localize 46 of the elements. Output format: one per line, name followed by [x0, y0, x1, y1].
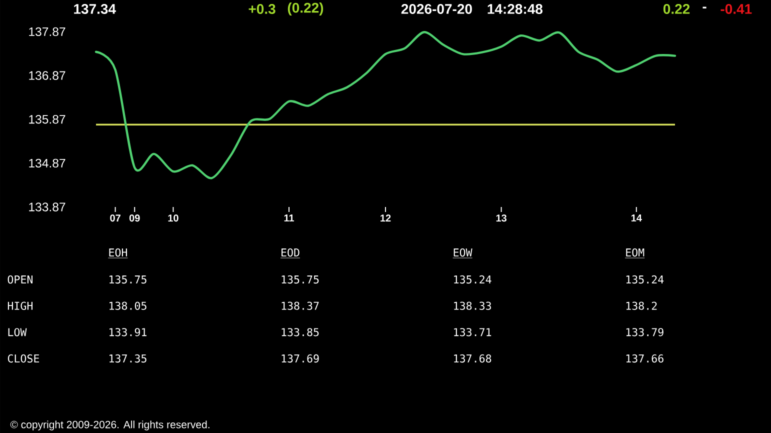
- line-series: [94, 31, 676, 180]
- data-label: 137.66: [626, 354, 664, 363]
- x-tick-label: 11: [284, 214, 294, 222]
- text: -: [702, 6, 706, 8]
- y-tick-label: 137.87: [29, 27, 66, 36]
- data-label: 135.75: [110, 275, 146, 284]
- text: OPEN: [8, 275, 32, 284]
- y-tick-label: 135.87: [29, 114, 66, 124]
- y-tick-label: 133.87: [29, 202, 66, 212]
- text: (0.22): [288, 2, 324, 16]
- text: 0.22: [663, 4, 690, 14]
- y-tick-label: 134.87: [29, 158, 66, 168]
- data-label: 135.24: [454, 275, 492, 284]
- x-tick-label: 12: [380, 214, 391, 222]
- text: 2026-07-20: [401, 4, 472, 14]
- data-label: 137.69: [282, 354, 319, 363]
- x-tick-label: 07: [110, 214, 120, 222]
- data-label: 138.37: [282, 302, 319, 310]
- text: 14:28:48: [488, 4, 542, 14]
- x-tick-label: 14: [631, 214, 642, 222]
- x-tick-label: 10: [168, 214, 178, 222]
- x-tick-label: 13: [496, 214, 507, 222]
- category-label: EOW: [454, 248, 472, 257]
- data-label: 133.79: [626, 328, 664, 336]
- text: +0.3: [248, 4, 276, 14]
- data-label: 135.75: [282, 275, 319, 284]
- category-label: EOH: [109, 248, 127, 257]
- text: -0.41: [720, 4, 752, 14]
- data-label: 138.05: [110, 302, 146, 310]
- data-label: 133.85: [282, 328, 319, 336]
- data-label: 138.2: [626, 302, 657, 310]
- data-label: 138.33: [454, 302, 492, 310]
- data-label: 137.35: [110, 354, 146, 363]
- x-tick-label: 09: [129, 214, 140, 222]
- data-label: 135.24: [626, 275, 664, 284]
- data-label: 133.71: [454, 328, 492, 336]
- text: CLOSE: [8, 354, 40, 363]
- category-label: EOM: [626, 248, 644, 257]
- text: 137.34: [74, 4, 116, 14]
- data-label: 137.68: [454, 354, 492, 363]
- category-label: EOD: [282, 248, 300, 257]
- y-tick-label: 136.87: [29, 71, 66, 80]
- text: LOW: [8, 328, 27, 336]
- text: © copyright 2009-2026. All rights reserved.: [10, 420, 210, 430]
- data-label: 133.91: [110, 328, 146, 336]
- text: HIGH: [8, 302, 33, 310]
